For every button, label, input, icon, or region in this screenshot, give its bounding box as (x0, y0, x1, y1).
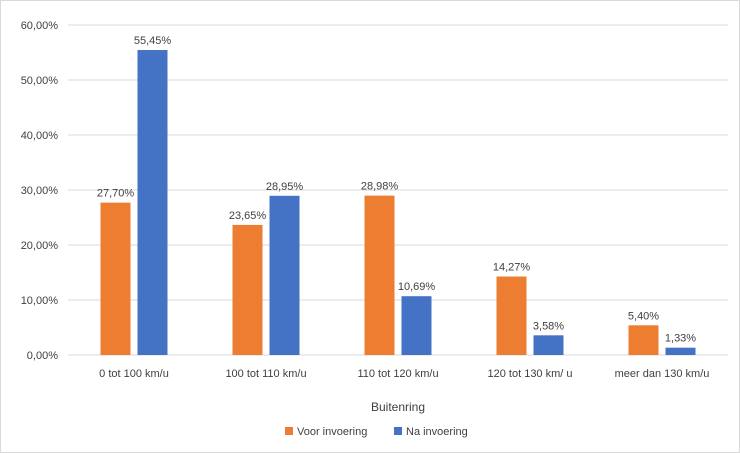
bar-na-2 (401, 296, 432, 355)
bar-na-0 (137, 50, 168, 356)
y-tick-label: 50,00% (21, 75, 59, 87)
data-label: 3,58% (533, 320, 564, 332)
bar-voor-4 (628, 325, 659, 355)
bar-na-4 (665, 347, 696, 355)
x-axis-title: Buitenring (371, 400, 425, 414)
data-label: 23,65% (229, 210, 267, 222)
legend-swatch-voor (285, 427, 293, 435)
y-tick-label: 30,00% (21, 185, 59, 197)
x-category-label: 120 tot 130 km/ u (488, 368, 573, 380)
x-category-label: 100 tot 110 km/u (225, 368, 306, 380)
y-tick-label: 10,00% (21, 295, 59, 307)
y-tick-label: 0,00% (27, 350, 58, 362)
bar-voor-3 (496, 276, 527, 355)
x-category-label: 0 tot 100 km/u (99, 368, 169, 380)
data-label: 5,40% (628, 310, 659, 322)
x-category-label: 110 tot 120 km/u (357, 368, 438, 380)
y-tick-label: 40,00% (21, 130, 59, 142)
bar-voor-1 (232, 224, 263, 355)
bar-na-3 (533, 335, 564, 355)
legend-label: Na invoering (406, 426, 468, 438)
data-label: 10,69% (398, 281, 436, 293)
bar-voor-0 (100, 202, 131, 355)
bar-voor-2 (364, 195, 395, 355)
data-label: 27,70% (97, 188, 135, 200)
data-label: 14,27% (493, 262, 531, 274)
x-category-label: meer dan 130 km/u (615, 368, 710, 380)
legend-swatch-na (394, 427, 402, 435)
data-label: 28,95% (266, 181, 304, 193)
legend-label: Voor invoering (297, 426, 367, 438)
data-label: 55,45% (134, 35, 172, 47)
data-label: 28,98% (361, 181, 399, 193)
y-tick-label: 60,00% (21, 20, 59, 32)
y-tick-label: 20,00% (21, 240, 59, 252)
bar-na-1 (269, 195, 300, 355)
data-label: 1,33% (665, 333, 696, 345)
